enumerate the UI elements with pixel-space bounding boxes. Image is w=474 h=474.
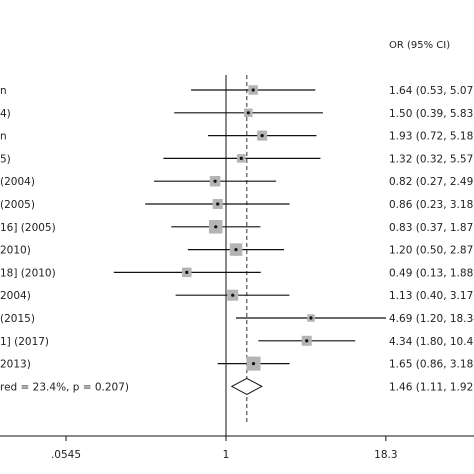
point-estimate	[309, 316, 313, 320]
ci-text: 0.82 (0.27, 2.49)	[389, 176, 474, 188]
point-estimate	[214, 225, 218, 229]
point-estimate	[251, 88, 255, 92]
ci-text: 1.13 (0.40, 3.17)	[389, 290, 474, 302]
ci-text: 4.69 (1.20, 18.34	[389, 313, 474, 325]
x-tick-label: .0545	[51, 449, 81, 461]
point-estimate	[305, 339, 309, 343]
study-row: 5) 1.32 (0.32, 5.57)	[0, 153, 474, 165]
study-row: 18] (2010) 0.49 (0.13, 1.88)	[0, 267, 474, 279]
study-row: 2013) 1.65 (0.86, 3.18)	[0, 356, 474, 371]
study-row: 2004) 1.13 (0.40, 3.17)	[0, 289, 474, 302]
overall-diamond	[230, 377, 263, 395]
study-label: 2013)	[0, 359, 31, 371]
point-estimate	[231, 293, 235, 297]
overall-ci-text: 1.46 (1.11, 1.92)	[389, 381, 474, 393]
point-estimate	[246, 111, 250, 115]
study-label: 1] (2017)	[0, 336, 49, 348]
ci-header: OR (95% CI)	[389, 40, 450, 51]
study-rows: n 1.64 (0.53, 5.07) 4) 1.50 (0.39, 5.83) n 1.…	[0, 85, 474, 371]
point-estimate	[185, 270, 189, 274]
x-axis: .0545 1 18.3	[0, 435, 474, 461]
study-label: 2010)	[0, 245, 31, 257]
study-row: 2010) 1.20 (0.50, 2.87)	[0, 243, 474, 257]
point-estimate	[213, 179, 217, 183]
study-row: n 1.93 (0.72, 5.18)	[0, 130, 474, 143]
x-tick-label: 18.3	[374, 449, 397, 461]
point-estimate	[251, 362, 256, 366]
ci-text: 1.20 (0.50, 2.87)	[389, 245, 474, 257]
overall-label: red = 23.4%, p = 0.207)	[0, 381, 129, 393]
ci-text: 0.86 (0.23, 3.18)	[389, 199, 474, 211]
x-tick-label: 1	[223, 449, 230, 461]
study-label: (2005)	[0, 199, 35, 211]
ci-text: 0.49 (0.13, 1.88)	[389, 267, 474, 279]
study-row: 1] (2017) 4.34 (1.80, 10.48	[0, 335, 474, 348]
study-label: (2015)	[0, 313, 35, 325]
study-label: n	[0, 85, 7, 97]
ci-text: 1.50 (0.39, 5.83)	[389, 108, 474, 120]
study-label: 16] (2005)	[0, 222, 56, 234]
ci-text: 1.64 (0.53, 5.07)	[389, 85, 474, 97]
ci-text: 1.65 (0.86, 3.18)	[389, 359, 474, 371]
study-row: (2004) 0.82 (0.27, 2.49)	[0, 175, 474, 188]
study-row: 4) 1.50 (0.39, 5.83)	[0, 108, 474, 120]
study-row: 16] (2005) 0.83 (0.37, 1.87)	[0, 220, 474, 234]
point-estimate	[260, 134, 264, 138]
study-label: (2004)	[0, 176, 35, 188]
study-label: 18] (2010)	[0, 267, 56, 279]
study-label: 5)	[0, 153, 11, 165]
point-estimate	[234, 248, 238, 252]
ci-text: 1.93 (0.72, 5.18)	[389, 131, 474, 143]
study-row: n 1.64 (0.53, 5.07)	[0, 85, 474, 97]
study-label: 2004)	[0, 290, 31, 302]
study-row: (2015) 4.69 (1.20, 18.34	[0, 313, 474, 325]
point-estimate	[216, 202, 220, 206]
study-label: n	[0, 131, 7, 143]
ci-text: 4.34 (1.80, 10.48	[389, 336, 474, 348]
ci-text: 0.83 (0.37, 1.87)	[389, 222, 474, 234]
study-label: 4)	[0, 108, 11, 120]
ci-text: 1.32 (0.32, 5.57)	[389, 153, 474, 165]
study-row: (2005) 0.86 (0.23, 3.18)	[0, 199, 474, 211]
overall-row: red = 23.4%, p = 0.207) 1.46 (1.11, 1.92)	[0, 377, 474, 395]
point-estimate	[239, 156, 243, 160]
